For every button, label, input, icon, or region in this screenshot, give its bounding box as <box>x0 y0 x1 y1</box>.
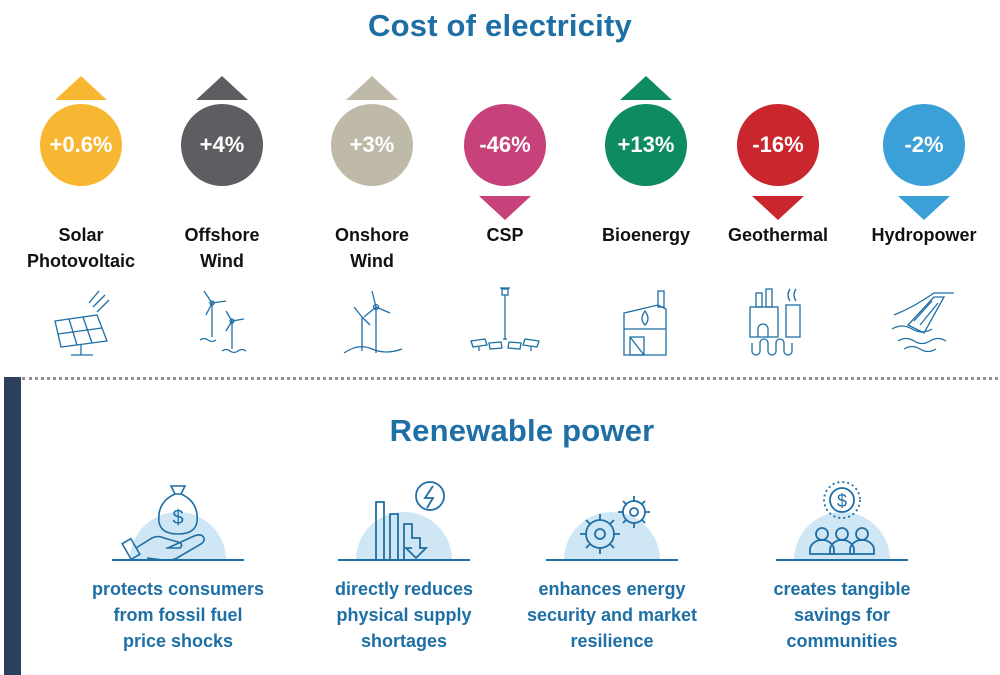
change-bubble: +13% <box>605 104 687 186</box>
tech-geothermal: -16% Geothermal <box>703 60 853 360</box>
community-savings-icon: $ <box>776 481 908 561</box>
tech-bioenergy: +13% Bioenergy <box>571 60 721 360</box>
svg-text:$: $ <box>172 507 183 529</box>
change-bubble: -2% <box>883 104 965 186</box>
tech-hydropower: -2% Hydropower <box>849 60 999 360</box>
tech-label: CSP <box>486 225 524 245</box>
change-value: -2% <box>904 132 944 157</box>
change-arrow <box>346 76 398 100</box>
money-bag-hand-icon: $ <box>112 485 244 562</box>
change-bubble: -46% <box>464 104 546 186</box>
tech-label: Bioenergy <box>601 225 691 245</box>
change-value: +4% <box>199 132 245 157</box>
benefit-text: creates tangible savings for communities <box>773 579 911 651</box>
benefit-text: enhances energy security and market resili… <box>526 579 698 651</box>
change-bubble: +0.6% <box>40 104 122 186</box>
change-value: +3% <box>349 132 395 157</box>
tech-label: Hydropower <box>871 225 977 245</box>
offshore-wind-icon <box>199 290 247 354</box>
change-arrow <box>55 76 107 100</box>
tech-label: Solar Photovoltaic <box>26 225 135 271</box>
change-bubble: +4% <box>181 104 263 186</box>
csp-tower-icon <box>470 287 540 351</box>
change-value: -46% <box>479 132 531 157</box>
tech-label: Geothermal <box>727 225 829 245</box>
tech-offshore-wind: +4% Offshore Wind <box>147 60 297 360</box>
tech-label: Offshore Wind <box>184 225 260 271</box>
change-bubble: -16% <box>737 104 819 186</box>
geothermal-plant-icon <box>749 288 801 356</box>
onshore-wind-icon <box>343 290 403 354</box>
bioenergy-plant-icon <box>623 290 667 356</box>
section-divider <box>22 377 998 380</box>
tech-onshore-wind: +3% Onshore Wind <box>297 60 447 360</box>
change-arrow <box>479 196 531 220</box>
section-title: Renewable power <box>389 413 655 448</box>
solar-panel-icon <box>54 290 110 356</box>
tech-csp: -46% CSP <box>430 60 580 360</box>
side-accent-bar <box>4 377 21 675</box>
change-arrow <box>898 196 950 220</box>
change-bubble: +3% <box>331 104 413 186</box>
change-arrow <box>620 76 672 100</box>
tech-label: Onshore Wind <box>334 225 409 271</box>
change-arrow <box>196 76 248 100</box>
page-title: Cost of electricity <box>368 8 632 43</box>
gears-icon <box>546 496 678 561</box>
change-value: -16% <box>752 132 804 157</box>
change-arrow <box>752 196 804 220</box>
change-value: +0.6% <box>49 132 113 157</box>
tech-solar-photovoltaic: +0.6% Solar Photovoltaic <box>6 60 156 360</box>
benefit-text: directly reduces physical supply shortages <box>334 579 474 651</box>
hydropower-dam-icon <box>891 292 954 353</box>
falling-bars-energy-icon <box>338 481 470 561</box>
benefit-text: protects consumers from fossil fuel price … <box>91 579 265 651</box>
svg-text:$: $ <box>837 491 847 511</box>
change-value: +13% <box>617 132 675 157</box>
